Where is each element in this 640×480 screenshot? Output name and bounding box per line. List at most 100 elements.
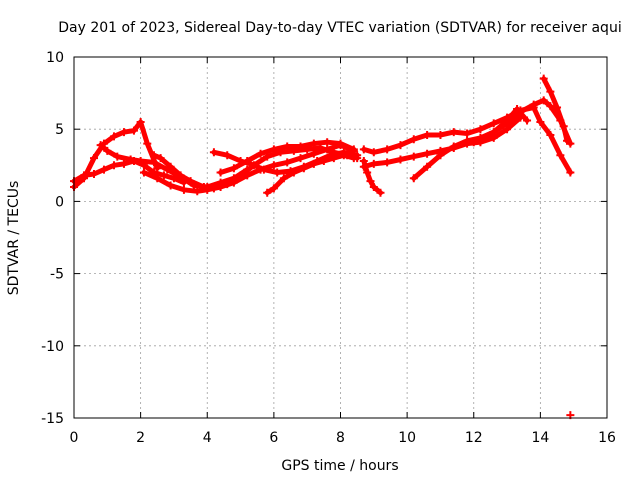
data-point (559, 122, 568, 131)
data-series (70, 74, 575, 420)
series-line (471, 106, 530, 145)
y-tick-label: 10 (46, 50, 64, 66)
x-tick-label: 8 (336, 430, 345, 446)
series-track-2 (70, 156, 188, 187)
data-point (176, 171, 185, 180)
data-point (409, 135, 418, 144)
x-tick-label: 16 (598, 430, 616, 446)
data-point (546, 102, 555, 111)
data-point (383, 158, 392, 167)
data-point (523, 116, 532, 125)
x-tick-label: 14 (531, 430, 549, 446)
data-point (159, 171, 168, 180)
data-point (556, 151, 565, 160)
data-point (139, 168, 148, 177)
y-tick-label: -5 (50, 267, 64, 283)
data-point (113, 152, 122, 161)
data-point (396, 141, 405, 150)
data-point (539, 96, 548, 105)
data-point (503, 116, 512, 125)
x-tick-label: 0 (70, 430, 79, 446)
series-track-9 (359, 156, 385, 197)
data-point (109, 132, 118, 141)
data-point (243, 156, 252, 165)
data-point (79, 171, 88, 180)
data-point (409, 174, 418, 183)
data-point (449, 142, 458, 151)
data-point (156, 154, 165, 163)
data-point (129, 126, 138, 135)
data-point (179, 185, 188, 194)
data-point (563, 136, 572, 145)
data-point (369, 159, 378, 168)
data-point (363, 168, 372, 177)
data-point (289, 168, 298, 177)
data-point (136, 156, 145, 165)
data-point (323, 138, 332, 147)
data-point (529, 100, 538, 109)
x-axis-label: GPS time / hours (281, 458, 398, 474)
data-point (166, 181, 175, 190)
y-tick-label: -15 (41, 411, 64, 427)
data-point (489, 119, 498, 128)
y-tick-label: -10 (41, 339, 64, 355)
y-tick-label: 5 (55, 122, 64, 138)
data-point (463, 136, 472, 145)
data-point (553, 103, 562, 112)
data-point (103, 146, 112, 155)
data-point (209, 184, 218, 193)
data-point (269, 161, 278, 170)
series-track-11 (359, 113, 525, 171)
data-point (436, 151, 445, 160)
data-point (96, 141, 105, 150)
data-point (216, 168, 225, 177)
data-point (193, 187, 202, 196)
y-axis-label: SDTVAR / TECUs (6, 181, 22, 296)
data-point (486, 130, 495, 139)
data-point (119, 128, 128, 137)
data-point (336, 139, 345, 148)
data-point (359, 145, 368, 154)
data-point (369, 182, 378, 191)
data-point (149, 158, 158, 167)
data-point (296, 154, 305, 163)
data-point (513, 104, 522, 113)
data-point (153, 174, 162, 183)
data-point (423, 130, 432, 139)
data-point (536, 117, 545, 126)
x-tick-label: 4 (203, 430, 212, 446)
data-point (463, 129, 472, 138)
data-point (199, 182, 208, 191)
series-track-14 (469, 104, 532, 147)
data-point (269, 145, 278, 154)
data-point (229, 164, 238, 173)
data-point (279, 174, 288, 183)
data-point (149, 151, 158, 160)
data-point (223, 151, 232, 160)
data-point (109, 161, 118, 170)
data-point (136, 117, 145, 126)
data-point (319, 156, 328, 165)
data-point (546, 130, 555, 139)
data-point (269, 184, 278, 193)
x-tick-label: 6 (269, 430, 278, 446)
x-tick-label: 10 (398, 430, 416, 446)
data-point (99, 165, 108, 174)
data-point (539, 74, 548, 83)
data-point (186, 177, 195, 186)
data-point (209, 148, 218, 157)
data-point (223, 180, 232, 189)
chart-title: Day 201 of 2023, Sidereal Day-to-day VTE… (58, 20, 621, 36)
data-point (369, 148, 378, 157)
data-point (273, 168, 282, 177)
data-point (349, 154, 358, 163)
y-tick-label: 0 (55, 194, 64, 210)
data-point (349, 145, 358, 154)
data-point (359, 162, 368, 171)
data-point (296, 142, 305, 151)
data-point (309, 139, 318, 148)
data-point (89, 154, 98, 163)
data-point (299, 164, 308, 173)
data-point (126, 155, 135, 164)
